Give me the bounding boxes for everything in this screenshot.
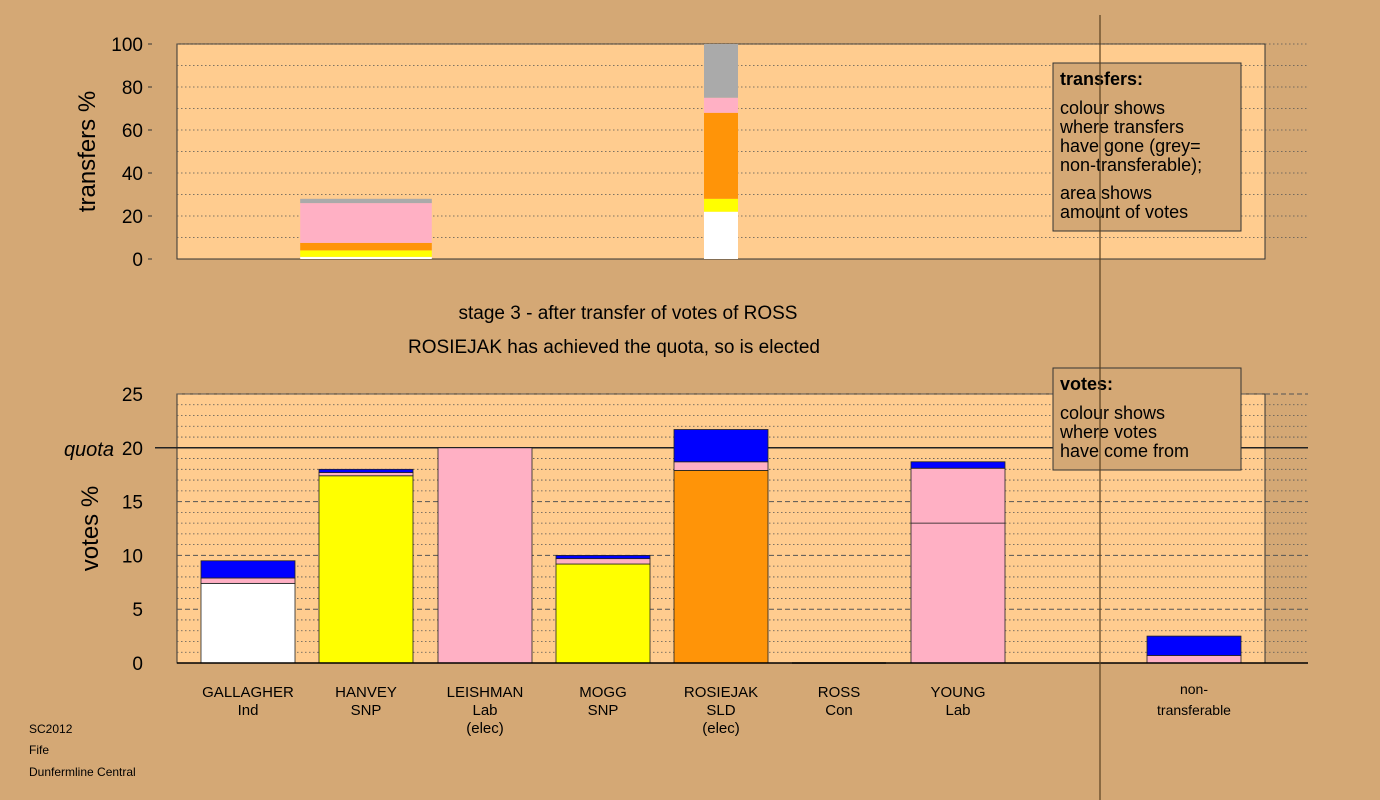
votes-y-axis-label: votes % — [77, 486, 104, 571]
votes-legend-text: have come from — [1060, 441, 1189, 461]
bar-young-segment-lab — [910, 467, 1006, 524]
candidate-name-mogg: MOGG — [579, 684, 627, 701]
bar-non-transferable-segment-con — [1146, 635, 1242, 656]
votes-y-tick: 25 — [122, 385, 143, 406]
bar-hanvey-segment-snp — [318, 475, 414, 664]
votes-legend-text: colour shows — [1060, 403, 1165, 423]
transfers-y-tick: 40 — [122, 164, 143, 185]
transfers-legend-text: have gone (grey= — [1060, 136, 1201, 156]
transfer-segment-hanvey-ind — [300, 256, 432, 259]
transfers-legend-text: non-transferable); — [1060, 155, 1202, 175]
transfer-segment-rosiejak-lab — [704, 97, 738, 113]
bar-hanvey-segment-lab — [318, 472, 414, 477]
votes-y-tick: 0 — [132, 654, 143, 675]
footer-election: SC2012 — [29, 722, 73, 736]
transfers-legend-text: where transfers — [1059, 117, 1184, 137]
bar-rosiejak-segment-lab — [673, 461, 769, 471]
transfer-segment-hanvey-lab — [300, 203, 432, 243]
bar-rosiejak-segment-con — [673, 429, 769, 463]
transfers-y-tick: 20 — [122, 207, 143, 228]
footer-region: Fife — [29, 743, 50, 757]
candidate-party-hanvey: SNP — [351, 702, 382, 719]
transfer-segment-rosiejak-sld — [704, 112, 738, 199]
votes-legend-title: votes: — [1060, 374, 1113, 394]
transfer-segment-rosiejak-snp — [704, 198, 738, 212]
candidate-name-rosiejak: ROSIEJAK — [684, 684, 758, 701]
candidate-party-ross: Con — [825, 702, 853, 719]
bar-mogg-segment-snp — [555, 563, 651, 664]
bar-mogg-segment-lab — [555, 558, 651, 565]
bar-non-transferable-segment-lab — [1146, 655, 1242, 664]
candidate-party-gallagher: Ind — [238, 702, 259, 719]
bar-leishman-segment-lab — [437, 447, 533, 664]
candidate-party-leishman: Lab — [472, 702, 497, 719]
candidate-name-ross: ROSS — [818, 684, 861, 701]
transfers-legend-text: amount of votes — [1060, 202, 1188, 222]
transfer-segment-hanvey-non-transferable — [300, 198, 432, 204]
quota-label: quota — [64, 439, 114, 461]
transfers-y-tick: 0 — [132, 250, 143, 271]
transfers-legend-text: colour shows — [1060, 98, 1165, 118]
votes-legend-text: where votes — [1059, 422, 1157, 442]
bar-young-segment-con — [910, 461, 1006, 469]
candidate-party-young: Lab — [945, 702, 970, 719]
non-transferable-label: non- — [1180, 681, 1208, 697]
transfers-y-tick: 80 — [122, 78, 143, 99]
bar-gallagher-segment-con — [200, 560, 296, 579]
stage-subtitle: ROSIEJAK has achieved the quota, so is e… — [408, 337, 820, 358]
bar-rosiejak-segment-sld — [673, 469, 769, 664]
transfers-legend-title: transfers: — [1060, 69, 1143, 89]
stage-title: stage 3 - after transfer of votes of ROS… — [459, 303, 798, 324]
candidate-name-leishman: LEISHMAN — [447, 684, 524, 701]
bar-young-segment-lab — [910, 522, 1006, 664]
bar-gallagher-segment-ind — [200, 582, 296, 664]
transfers-legend-text: area shows — [1060, 183, 1152, 203]
bar-gallagher-segment-lab — [200, 577, 296, 584]
transfer-segment-rosiejak-non-transferable — [704, 44, 738, 98]
non-transferable-label: transferable — [1157, 702, 1231, 718]
votes-legend-box — [1052, 367, 1242, 471]
candidate-party-rosiejak: SLD — [706, 702, 735, 719]
transfers-y-axis-label: transfers % — [74, 91, 101, 212]
transfer-segment-hanvey-sld — [300, 242, 432, 251]
votes-y-tick: 15 — [122, 493, 143, 514]
candidate-status-rosiejak: (elec) — [702, 720, 740, 737]
transfers-legend-box — [1052, 62, 1242, 232]
votes-y-tick: 5 — [132, 600, 143, 621]
candidate-name-hanvey: HANVEY — [335, 684, 397, 701]
transfer-segment-rosiejak-ind — [704, 211, 738, 259]
bar-mogg-segment-con — [555, 555, 651, 560]
transfers-y-tick: 60 — [122, 121, 143, 142]
candidate-name-young: YOUNG — [930, 684, 985, 701]
transfers-y-tick: 100 — [111, 35, 143, 56]
candidate-party-mogg: SNP — [588, 702, 619, 719]
candidate-name-gallagher: GALLAGHER — [202, 684, 294, 701]
footer-ward: Dunfermline Central — [29, 765, 136, 779]
candidate-status-leishman: (elec) — [466, 720, 504, 737]
votes-y-tick: 10 — [122, 546, 143, 567]
bar-hanvey-segment-con — [318, 468, 414, 473]
transfer-segment-hanvey-snp — [300, 250, 432, 257]
votes-y-tick: 20 — [122, 439, 143, 460]
